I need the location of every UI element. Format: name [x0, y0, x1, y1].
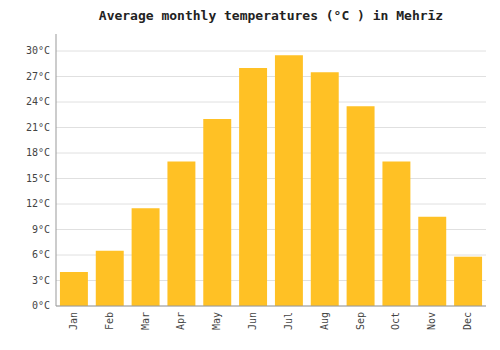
bar: [203, 119, 231, 306]
bar: [96, 251, 124, 306]
x-tick-label: Feb: [104, 312, 115, 330]
grid-line: [56, 204, 486, 205]
bar: [60, 272, 88, 306]
bar: [275, 55, 303, 306]
grid-line: [56, 102, 486, 103]
chart-svg: Average monthly temperatures (°C ) in Me…: [0, 0, 500, 350]
x-tick-label: Dec: [462, 312, 473, 330]
y-tick-label: 27°C: [26, 71, 50, 82]
page: {"chart_data": {"type": "bar", "title": …: [0, 0, 500, 350]
grid-line: [56, 178, 486, 179]
y-grid: [56, 51, 486, 306]
x-tick-label: Aug: [319, 312, 330, 330]
grid-line: [56, 306, 486, 307]
bar: [382, 162, 410, 307]
x-tick-label: Mar: [140, 312, 151, 330]
y-axis-line: [56, 34, 57, 306]
bar: [454, 257, 482, 306]
x-tick-label: Oct: [390, 312, 401, 330]
y-tick-label: 12°C: [26, 198, 50, 209]
x-tick-label: Jun: [247, 312, 258, 330]
chart-title: Average monthly temperatures (°C ) in Me…: [99, 8, 443, 23]
y-tick-labels: 0°C 3°C 6°C 9°C 12°C 15°C 18°C 21°C 24°C 27°C 30°C: [26, 45, 50, 311]
y-tick-label: 15°C: [26, 173, 50, 184]
bar: [132, 208, 160, 306]
x-tick-label: Sep: [355, 312, 366, 330]
chart-container: Average monthly temperatures (°C ) in Me…: [0, 0, 500, 350]
bar: [418, 217, 446, 306]
x-tick-label: Jan: [68, 312, 79, 330]
y-tick-label: 24°C: [26, 96, 50, 107]
y-tick-label: 0°C: [32, 300, 50, 311]
x-tick-label: Apr: [175, 312, 186, 330]
bar: [167, 162, 195, 307]
x-tick-label: Jul: [283, 312, 294, 330]
bar: [239, 68, 267, 306]
x-tick-labels: Jan Feb Mar Apr May Jun Jul Aug Sep Oct Nov Dec: [68, 312, 473, 330]
bar: [311, 72, 339, 306]
x-axis-line: [56, 306, 486, 307]
y-tick-label: 3°C: [32, 275, 50, 286]
background: [0, 0, 500, 350]
x-tick-label: May: [211, 312, 222, 330]
grid-line: [56, 127, 486, 128]
bars: [60, 55, 482, 306]
x-tick-label: Nov: [426, 312, 437, 330]
y-tick-label: 18°C: [26, 147, 50, 158]
grid-line: [56, 51, 486, 52]
y-tick-label: 30°C: [26, 45, 50, 56]
y-tick-label: 6°C: [32, 249, 50, 260]
y-tick-label: 9°C: [32, 224, 50, 235]
y-tick-label: 21°C: [26, 122, 50, 133]
grid-line: [56, 153, 486, 154]
grid-line: [56, 76, 486, 77]
bar: [347, 106, 375, 306]
